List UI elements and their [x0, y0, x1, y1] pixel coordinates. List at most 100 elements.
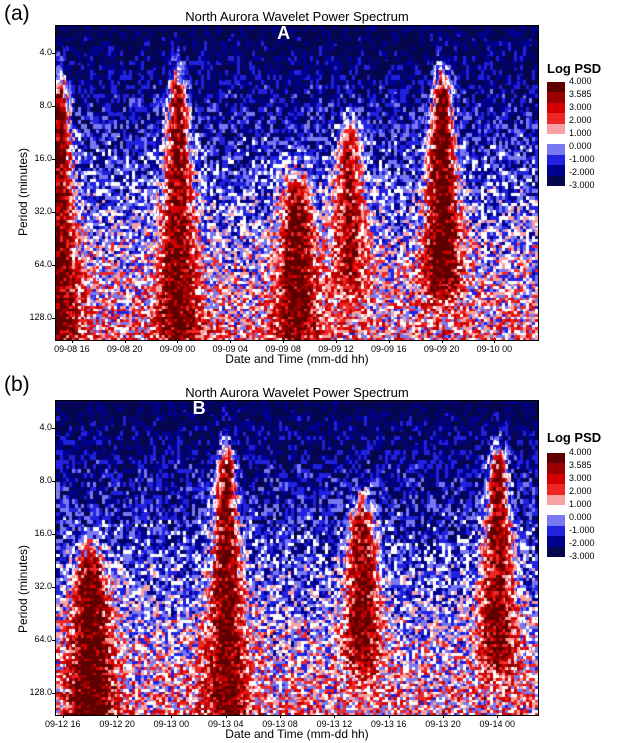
x-tick-mark: [442, 715, 444, 718]
colorbar-swatch: [547, 154, 565, 166]
x-tick-label: 09-10 00: [476, 344, 513, 354]
y-tick-mark: [52, 428, 55, 430]
y-tick-mark: [52, 53, 55, 55]
colorbar-label: 4.000: [569, 76, 592, 86]
wavelet-heatmap: [56, 26, 538, 340]
y-tick-label: 8.0: [39, 100, 52, 111]
colorbar-swatch: [547, 473, 565, 485]
colorbar-label: 0.000: [569, 512, 592, 522]
colorbar-swatch: [547, 494, 565, 506]
x-tick-mark: [171, 715, 173, 718]
colorbar-swatch: [547, 113, 565, 125]
spectrum-plot: [55, 400, 539, 716]
panel-label: (a): [4, 2, 30, 25]
x-axis-label: Date and Time (mm-dd hh): [225, 727, 369, 741]
x-tick-mark: [441, 340, 443, 343]
colorbar-title: Log PSD: [547, 61, 602, 76]
colorbar-label: 2.000: [569, 486, 592, 496]
x-tick-label: 09-08 16: [54, 344, 90, 354]
x-tick-mark: [494, 340, 496, 343]
colorbar-label: -3.000: [569, 551, 595, 561]
colorbar-swatch: [547, 484, 565, 496]
x-tick-label: 09-13 04: [207, 719, 244, 729]
colorbar-swatch: [547, 515, 565, 527]
panel-label: (b): [4, 373, 30, 396]
y-tick-label: 16.0: [34, 528, 52, 539]
x-tick-label: 09-09 12: [318, 344, 354, 354]
x-tick-mark: [62, 715, 64, 718]
colorbar-swatch: [547, 536, 565, 548]
colorbar-swatch: [547, 82, 565, 93]
colorbar-swatch: [547, 165, 565, 177]
x-tick-mark: [124, 340, 126, 343]
y-tick-label: 32.0: [34, 206, 52, 217]
colorbar-label: 3.585: [569, 89, 592, 99]
x-tick-mark: [71, 340, 73, 343]
x-tick-label: 09-09 04: [212, 344, 249, 354]
y-tick-label: 4.0: [39, 47, 52, 58]
y-tick-mark: [52, 265, 55, 267]
y-tick-mark: [52, 318, 55, 320]
y-tick-mark: [52, 534, 55, 536]
y-tick-mark: [52, 481, 55, 483]
x-tick-mark: [388, 340, 390, 343]
colorbar-label: -1.000: [569, 525, 595, 535]
colorbar-swatch: [547, 505, 565, 516]
colorbar-swatch: [547, 453, 565, 464]
colorbar-swatch: [547, 134, 565, 145]
colorbar-label: 3.585: [569, 460, 592, 470]
y-tick-mark: [52, 106, 55, 108]
x-tick-label: 09-12 20: [99, 719, 135, 729]
x-tick-label: 09-13 00: [153, 719, 190, 729]
colorbar-label: -2.000: [569, 167, 595, 177]
x-tick-label: 09-14 00: [479, 719, 516, 729]
colorbar-swatch: [547, 546, 565, 558]
y-tick-mark: [52, 159, 55, 161]
x-tick-label: 09-09 16: [371, 344, 407, 354]
colorbar-swatch: [547, 463, 565, 475]
x-tick-label: 09-13 12: [316, 719, 353, 729]
y-tick-label: 32.0: [34, 581, 52, 592]
x-tick-label: 09-08 20: [106, 344, 143, 354]
colorbar-label: 3.000: [569, 102, 592, 112]
colorbar-swatch: [547, 525, 565, 537]
x-tick-mark: [117, 715, 119, 718]
wavelet-heatmap: [56, 401, 538, 715]
x-axis-label: Date and Time (mm-dd hh): [225, 352, 369, 366]
x-tick-mark: [497, 715, 499, 718]
x-tick-label: 09-09 08: [265, 344, 301, 354]
panel-b: (b) North Aurora Wavelet Power Spectrum …: [0, 371, 617, 742]
spectrum-plot: [55, 25, 539, 341]
colorbar-swatch: [547, 175, 565, 187]
x-tick-mark: [177, 340, 179, 343]
colorbar-label: 1.000: [569, 499, 592, 509]
y-tick-label: 16.0: [34, 153, 52, 164]
colorbar-label: 0.000: [569, 141, 592, 151]
x-tick-label: 09-13 16: [370, 719, 407, 729]
colorbar-label: -1.000: [569, 154, 595, 164]
x-tick-mark: [334, 715, 336, 718]
chart-title: North Aurora Wavelet Power Spectrum: [185, 385, 409, 400]
x-tick-mark: [230, 340, 232, 343]
x-tick-mark: [388, 715, 390, 718]
colorbar-label: 3.000: [569, 473, 592, 483]
y-tick-mark: [52, 640, 55, 642]
colorbar-label: 2.000: [569, 115, 592, 125]
x-tick-mark: [225, 715, 227, 718]
y-tick-label: 128.0: [29, 687, 52, 698]
colorbar-label: 1.000: [569, 128, 592, 138]
y-tick-label: 64.0: [34, 634, 52, 645]
chart-title: North Aurora Wavelet Power Spectrum: [185, 9, 409, 24]
x-tick-mark: [280, 715, 282, 718]
x-tick-label: 09-09 20: [423, 344, 460, 354]
colorbar-label: -2.000: [569, 538, 595, 548]
x-tick-label: 09-13 08: [262, 719, 298, 729]
x-tick-mark: [283, 340, 285, 343]
colorbar-swatch: [547, 123, 565, 135]
x-tick-label: 09-12 16: [45, 719, 81, 729]
colorbar-title: Log PSD: [547, 430, 602, 445]
colorbar-label: 4.000: [569, 447, 592, 457]
panel-a: (a) North Aurora Wavelet Power Spectrum …: [0, 0, 617, 371]
y-tick-mark: [52, 693, 55, 695]
annotation-label: B: [192, 398, 206, 419]
